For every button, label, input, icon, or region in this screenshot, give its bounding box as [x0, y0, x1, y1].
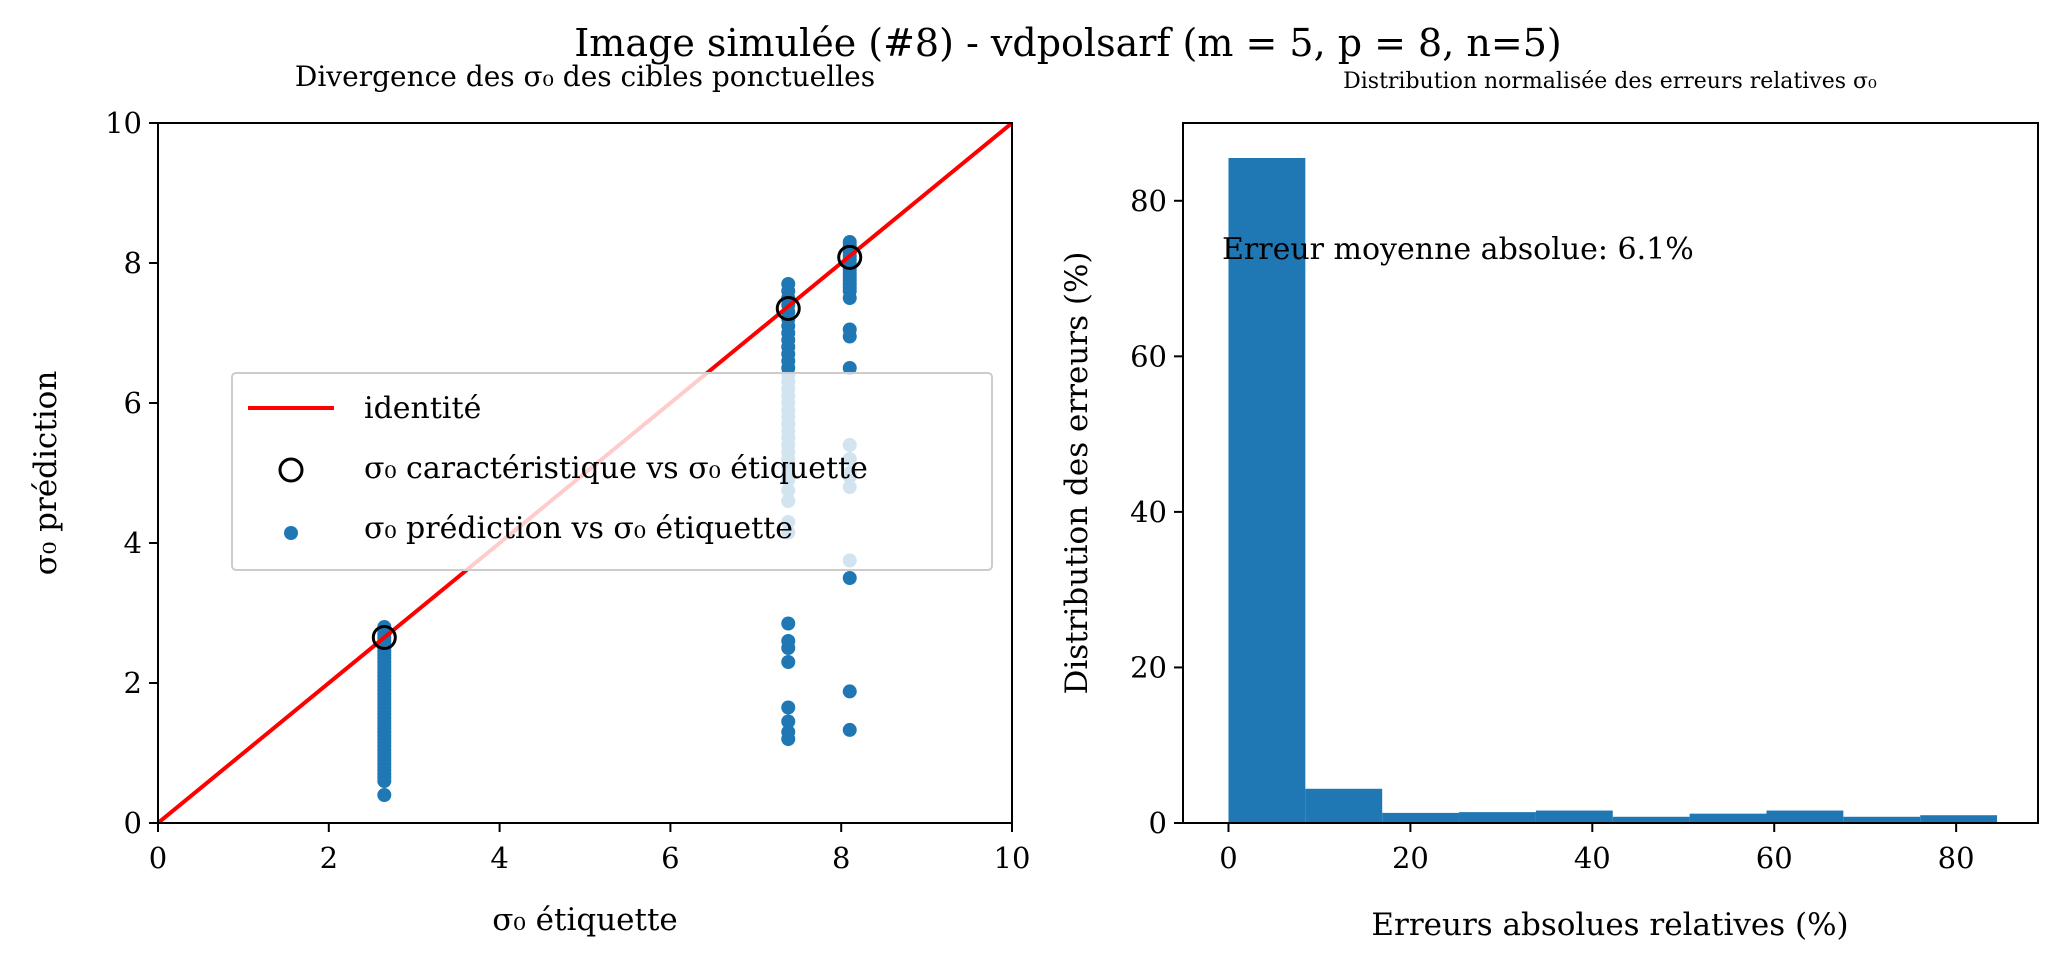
left-x-tick-label-1: 2	[320, 841, 338, 875]
histogram-bar-4	[1535, 810, 1613, 823]
characteristic-point-0	[371, 625, 397, 650]
right-y-tick-label-0: 0	[1149, 806, 1167, 840]
left-x-tick-label-3: 6	[661, 841, 679, 875]
right-x-tick-label-1: 20	[1392, 841, 1429, 875]
prediction-point-1-33	[781, 616, 796, 631]
right-plot-area: 0 20 40 60 80 0 20 40 60 80	[1130, 122, 2039, 875]
legend-prediction-swatch	[284, 526, 298, 540]
histogram-bar-2	[1382, 812, 1460, 823]
prediction-point-0-45	[377, 788, 392, 802]
left-x-tick-label-5: 10	[994, 841, 1031, 875]
prediction-point-1-38	[781, 714, 796, 729]
legend-box	[231, 372, 993, 571]
left-x-axis-label: σ₀ étiquette	[492, 902, 678, 938]
histogram-bar-9	[1920, 815, 1998, 823]
right-marks	[1228, 158, 1998, 823]
left-x-tick-label-2: 4	[490, 841, 508, 875]
histogram-bar-5	[1612, 816, 1690, 823]
prediction-point-2-17	[842, 329, 857, 344]
left-y-ticks: 0 2 4 6 8 10	[105, 106, 158, 840]
prediction-point-2-25	[842, 571, 857, 585]
prediction-point-1-37	[781, 700, 796, 715]
characteristic-point-2	[837, 244, 863, 270]
mean-error-annotation: Erreur moyenne absolue: 6.1%	[1222, 232, 1694, 267]
prediction-point-1-40	[781, 732, 796, 746]
right-chart-title: Distribution normalisée des erreurs rela…	[1343, 69, 1877, 94]
left-y-tick-label-2: 4	[124, 526, 142, 560]
legend-characteristic-label: σ₀ caractéristique vs σ₀ étiquette	[364, 451, 868, 486]
histogram-bar-8	[1843, 816, 1921, 823]
prediction-point-2-15	[842, 291, 857, 305]
right-y-tick-label-1: 20	[1130, 650, 1167, 684]
right-y-tick-label-4: 80	[1130, 184, 1167, 218]
histogram-bar-1	[1305, 788, 1383, 823]
left-y-tick-label-1: 2	[124, 666, 142, 700]
left-x-tick-label-0: 0	[149, 841, 167, 875]
left-chart-title: Divergence des σ₀ des cibles ponctuelles	[295, 60, 875, 93]
histogram-bar-3	[1459, 812, 1536, 823]
right-y-axis-label: Distribution des erreurs (%)	[1059, 251, 1095, 694]
prediction-point-2-18	[842, 361, 857, 375]
figure-title: Image simulée (#8) - vdpolsarf (m = 5, p…	[574, 21, 1561, 65]
prediction-point-1-35	[781, 641, 796, 655]
left-x-tick-label-4: 8	[832, 841, 850, 875]
legend: identité σ₀ caractéristique vs σ₀ étique…	[231, 372, 993, 571]
legend-characteristic-swatch	[278, 457, 304, 483]
left-y-tick-label-5: 10	[105, 106, 142, 140]
prediction-point-2-27	[842, 722, 857, 737]
legend-identity-label: identité	[364, 391, 481, 426]
right-y-tick-label-3: 60	[1130, 339, 1167, 373]
right-axes-frame	[1182, 122, 2039, 824]
right-x-tick-label-3: 60	[1756, 841, 1793, 875]
histogram-bar-6	[1689, 813, 1767, 823]
left-y-tick-label-3: 6	[124, 386, 142, 420]
right-y-ticks: 0 20 40 60 80	[1130, 184, 1183, 840]
prediction-point-0-44	[377, 774, 392, 788]
left-x-ticks: 0 2 4 6 8 10	[149, 823, 1031, 875]
left-y-tick-label-0: 0	[124, 806, 142, 840]
legend-prediction-label: σ₀ prédiction vs σ₀ étiquette	[364, 511, 793, 546]
right-x-tick-label-4: 80	[1938, 841, 1975, 875]
histogram-bar-7	[1766, 810, 1844, 823]
right-x-tick-label-2: 40	[1574, 841, 1611, 875]
left-y-tick-label-4: 8	[124, 246, 142, 280]
right-x-ticks: 0 20 40 60 80	[1219, 823, 1975, 875]
prediction-point-2-26	[842, 684, 857, 699]
prediction-point-1-36	[781, 655, 796, 669]
left-axes-frame	[157, 122, 1013, 824]
right-x-axis-label: Erreurs absolues relatives (%)	[1371, 907, 1848, 943]
right-y-tick-label-2: 40	[1130, 495, 1167, 529]
characteristic-point-1	[775, 296, 801, 321]
left-y-axis-label: σ₀ prédiction	[28, 371, 64, 576]
right-x-tick-label-0: 0	[1219, 841, 1237, 875]
histogram-bar-0	[1228, 158, 1306, 823]
